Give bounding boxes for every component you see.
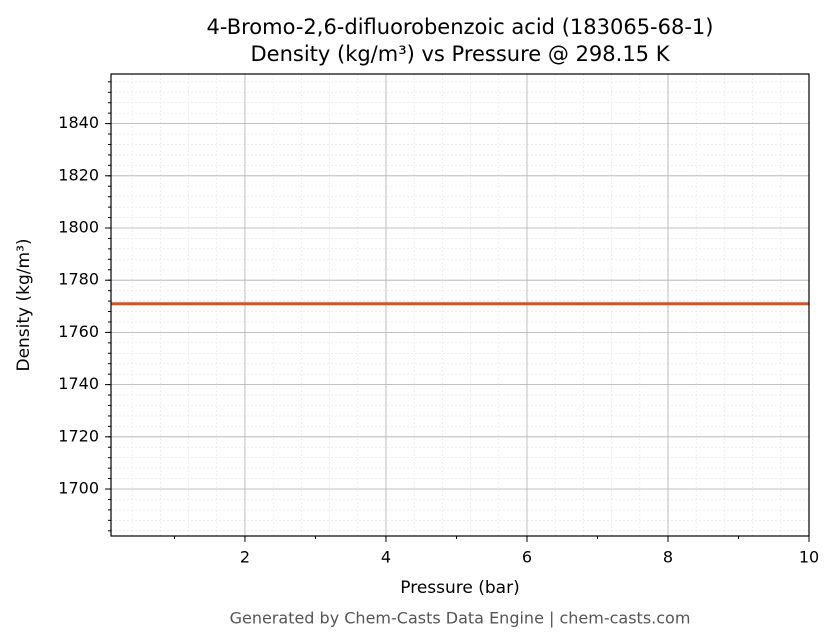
- x-axis-label: Pressure (bar): [400, 578, 519, 598]
- x-tick-label: 2: [240, 548, 250, 567]
- x-tick-label: 6: [522, 548, 532, 567]
- x-tick-label: 4: [381, 548, 391, 567]
- footer: Generated by Chem-Casts Data Engine | ch…: [230, 609, 691, 628]
- y-tick-label: 1740: [58, 374, 99, 393]
- x-tick-label: 10: [799, 548, 819, 567]
- x-tick-label: 8: [663, 548, 673, 567]
- y-tick-label: 1780: [58, 270, 99, 289]
- y-axis-label: Density (kg/m³): [14, 238, 34, 371]
- plot-frame: [110, 73, 810, 537]
- y-tick-label: 1840: [58, 113, 99, 132]
- chart-subtitle: Density (kg/m³) vs Pressure @ 298.15 K: [250, 42, 670, 66]
- y-tick-label: 1720: [58, 426, 99, 445]
- y-tick-label: 1700: [58, 479, 99, 498]
- y-tick-label: 1800: [58, 218, 99, 237]
- chart-title: 4-Bromo-2,6-difluorobenzoic acid (183065…: [207, 15, 714, 39]
- y-tick-label: 1760: [58, 322, 99, 341]
- y-tick-label: 1820: [58, 165, 99, 184]
